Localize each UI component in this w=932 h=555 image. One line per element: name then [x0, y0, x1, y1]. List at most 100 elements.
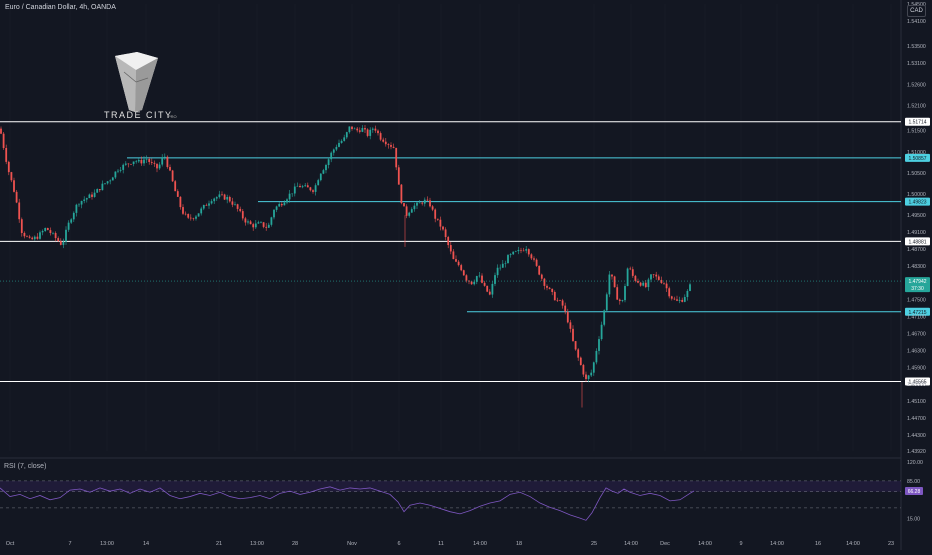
x-tick-label: 28: [292, 541, 298, 547]
candle-body: [270, 217, 273, 225]
time-axis[interactable]: Oct 7 13:00 14 21 13:00 28 Nov 6 11 14:00 18 25 14:00…: [6, 541, 894, 547]
candle-body: [252, 224, 255, 228]
rsi-axis-label: 15.00: [907, 517, 920, 523]
candle-body: [410, 209, 413, 213]
candle-body: [215, 197, 218, 199]
candle-body: [473, 281, 476, 285]
logo-name: TRADE CITY: [104, 110, 173, 120]
currency-button[interactable]: CAD: [907, 5, 926, 17]
candle-body: [57, 238, 60, 242]
candle-body: [629, 268, 632, 270]
y-tick-label: 1.48300: [907, 264, 926, 270]
candle-body: [423, 199, 426, 204]
level-tag: [905, 197, 930, 206]
candle-body: [413, 205, 416, 210]
candle-body: [621, 300, 624, 302]
candle-body: [631, 269, 634, 276]
candle-body: [592, 362, 595, 373]
candle-body: [184, 213, 187, 215]
candle-body: [574, 341, 577, 350]
rsi-label[interactable]: RSI (7, close): [4, 463, 47, 470]
candle-body: [52, 233, 54, 234]
candle-body: [356, 128, 359, 131]
candle-body: [306, 185, 309, 188]
candle-body: [543, 278, 546, 286]
y-tick-label: 1.46300: [907, 348, 926, 354]
candle-body: [221, 194, 223, 196]
x-tick-label: 18: [516, 541, 522, 547]
candle-body: [49, 230, 52, 234]
candle-body: [525, 249, 528, 251]
candle-body: [546, 285, 548, 288]
candle-body: [317, 180, 320, 186]
y-tick-label: 1.45500: [907, 382, 926, 388]
candle-body: [278, 203, 281, 207]
candle-body: [431, 206, 434, 210]
trade-city-logo: TRADE CITY PRO: [104, 52, 177, 120]
candle-body: [192, 218, 195, 220]
y-tick-label: 1.51000: [907, 150, 926, 156]
candle-body: [322, 170, 325, 174]
candle-body: [67, 222, 70, 230]
candle-body: [400, 184, 403, 204]
candle-body: [416, 202, 418, 206]
candle-body: [208, 203, 210, 206]
candle-body: [163, 156, 166, 158]
candle-body: [358, 130, 361, 132]
candle-body: [7, 161, 10, 173]
candle-body: [325, 164, 327, 171]
candle-body: [686, 290, 689, 298]
candle-body: [143, 159, 145, 164]
y-tick-label: 1.44300: [907, 433, 926, 439]
candle-body: [405, 206, 408, 216]
x-tick-label: Nov: [347, 541, 357, 547]
price-axis[interactable]: 1.545001.541001.535001.531001.526001.521…: [905, 2, 930, 523]
candle-body: [478, 275, 481, 277]
candle-body: [309, 187, 312, 191]
candle-body: [62, 241, 65, 245]
y-tick-label: 1.49500: [907, 213, 926, 219]
horizontal-levels: 1.51714 1.50857 1.49823 1.48881 1.47215 1.455…: [0, 117, 930, 386]
candle-body: [496, 267, 499, 276]
candle-body: [319, 173, 322, 181]
y-tick-label: 1.49100: [907, 230, 926, 236]
symbol-title[interactable]: Euro / Canadian Dollar, 4h, OANDA: [5, 4, 116, 11]
candle-body: [442, 226, 444, 230]
candle-body: [13, 180, 15, 192]
candle-body: [486, 285, 489, 292]
candle-body: [379, 133, 382, 140]
rsi-line: [0, 486, 695, 521]
candle-body: [332, 149, 335, 153]
y-tick-label: 1.46700: [907, 332, 926, 338]
candle-body: [457, 261, 460, 266]
candle-body: [527, 249, 530, 255]
candle-body: [455, 259, 457, 262]
candle-body: [663, 283, 665, 284]
candle-body: [31, 237, 34, 240]
candle-body: [652, 274, 655, 276]
candle-body: [158, 164, 161, 169]
candle-body: [75, 204, 78, 213]
candle-body: [481, 275, 483, 283]
candle-body: [80, 200, 83, 205]
candle-body: [197, 213, 200, 217]
candle-body: [590, 372, 593, 376]
candle-body: [145, 159, 148, 160]
candle-body: [390, 144, 392, 147]
candle-body: [65, 229, 67, 242]
candle-body: [166, 156, 169, 168]
candle-body: [54, 233, 57, 239]
candle-body: [361, 128, 364, 132]
candle-body: [296, 185, 299, 187]
x-tick-label: 13:00: [250, 541, 264, 547]
candle-body: [351, 126, 353, 130]
last-price-value: 1.47942: [908, 279, 926, 285]
candle-body: [475, 276, 478, 282]
candle-body: [551, 288, 554, 292]
x-tick-label: 9: [739, 541, 742, 547]
candle-body: [507, 255, 509, 264]
candle-body: [676, 299, 678, 301]
candle-body: [156, 163, 158, 169]
